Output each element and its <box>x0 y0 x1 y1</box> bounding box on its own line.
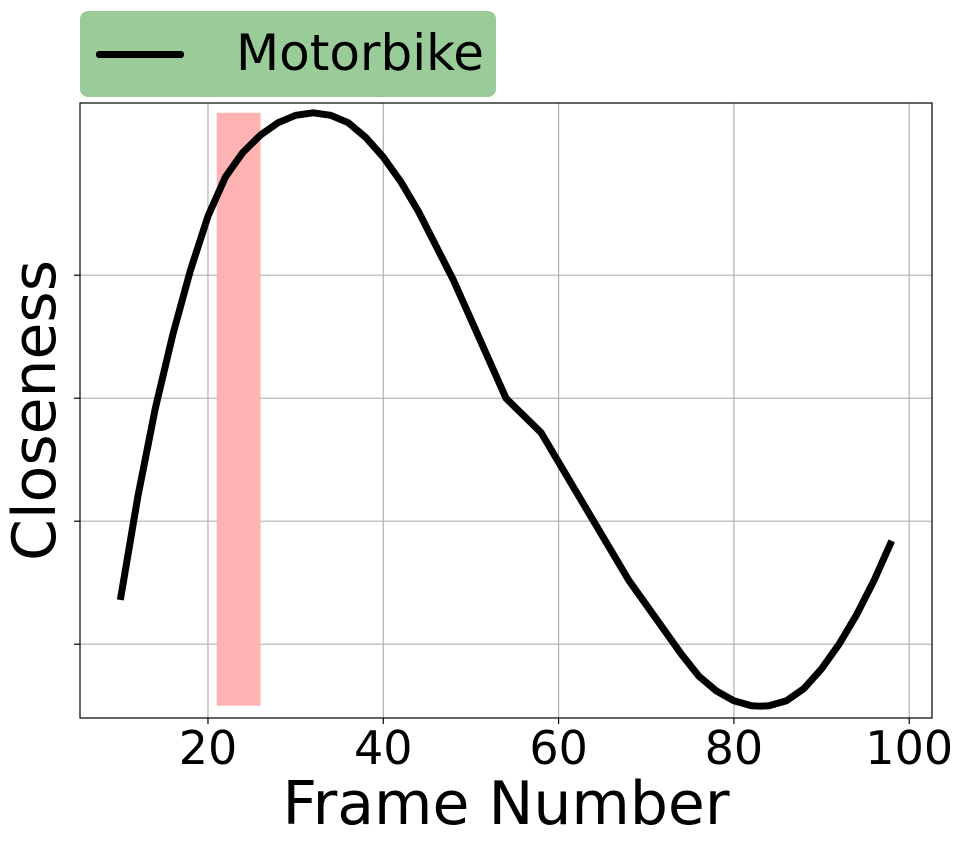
x-tick-label-1: 40 <box>354 721 413 775</box>
highlight-region <box>216 112 261 706</box>
series-layer <box>116 109 895 710</box>
series-line-motorbike <box>116 109 895 710</box>
legend-swatch-motorbike <box>96 51 184 58</box>
x-axis-title: Frame Number <box>282 769 729 839</box>
legend-label-motorbike: Motorbike <box>236 24 485 82</box>
legend: Motorbike <box>80 11 496 97</box>
x-tick-label-3: 80 <box>705 721 764 775</box>
x-tick-label-0: 20 <box>179 721 238 775</box>
x-axis-ticks: 20 40 60 80 100 <box>179 718 953 775</box>
plot-frame <box>79 102 933 719</box>
y-axis-title: Closeness <box>0 260 70 561</box>
highlight-span <box>216 112 261 706</box>
x-tick-label-2: 60 <box>529 721 588 775</box>
y-axis-ticks <box>74 274 80 645</box>
grid-lines <box>80 103 932 718</box>
x-tick-label-4: 100 <box>865 721 953 775</box>
